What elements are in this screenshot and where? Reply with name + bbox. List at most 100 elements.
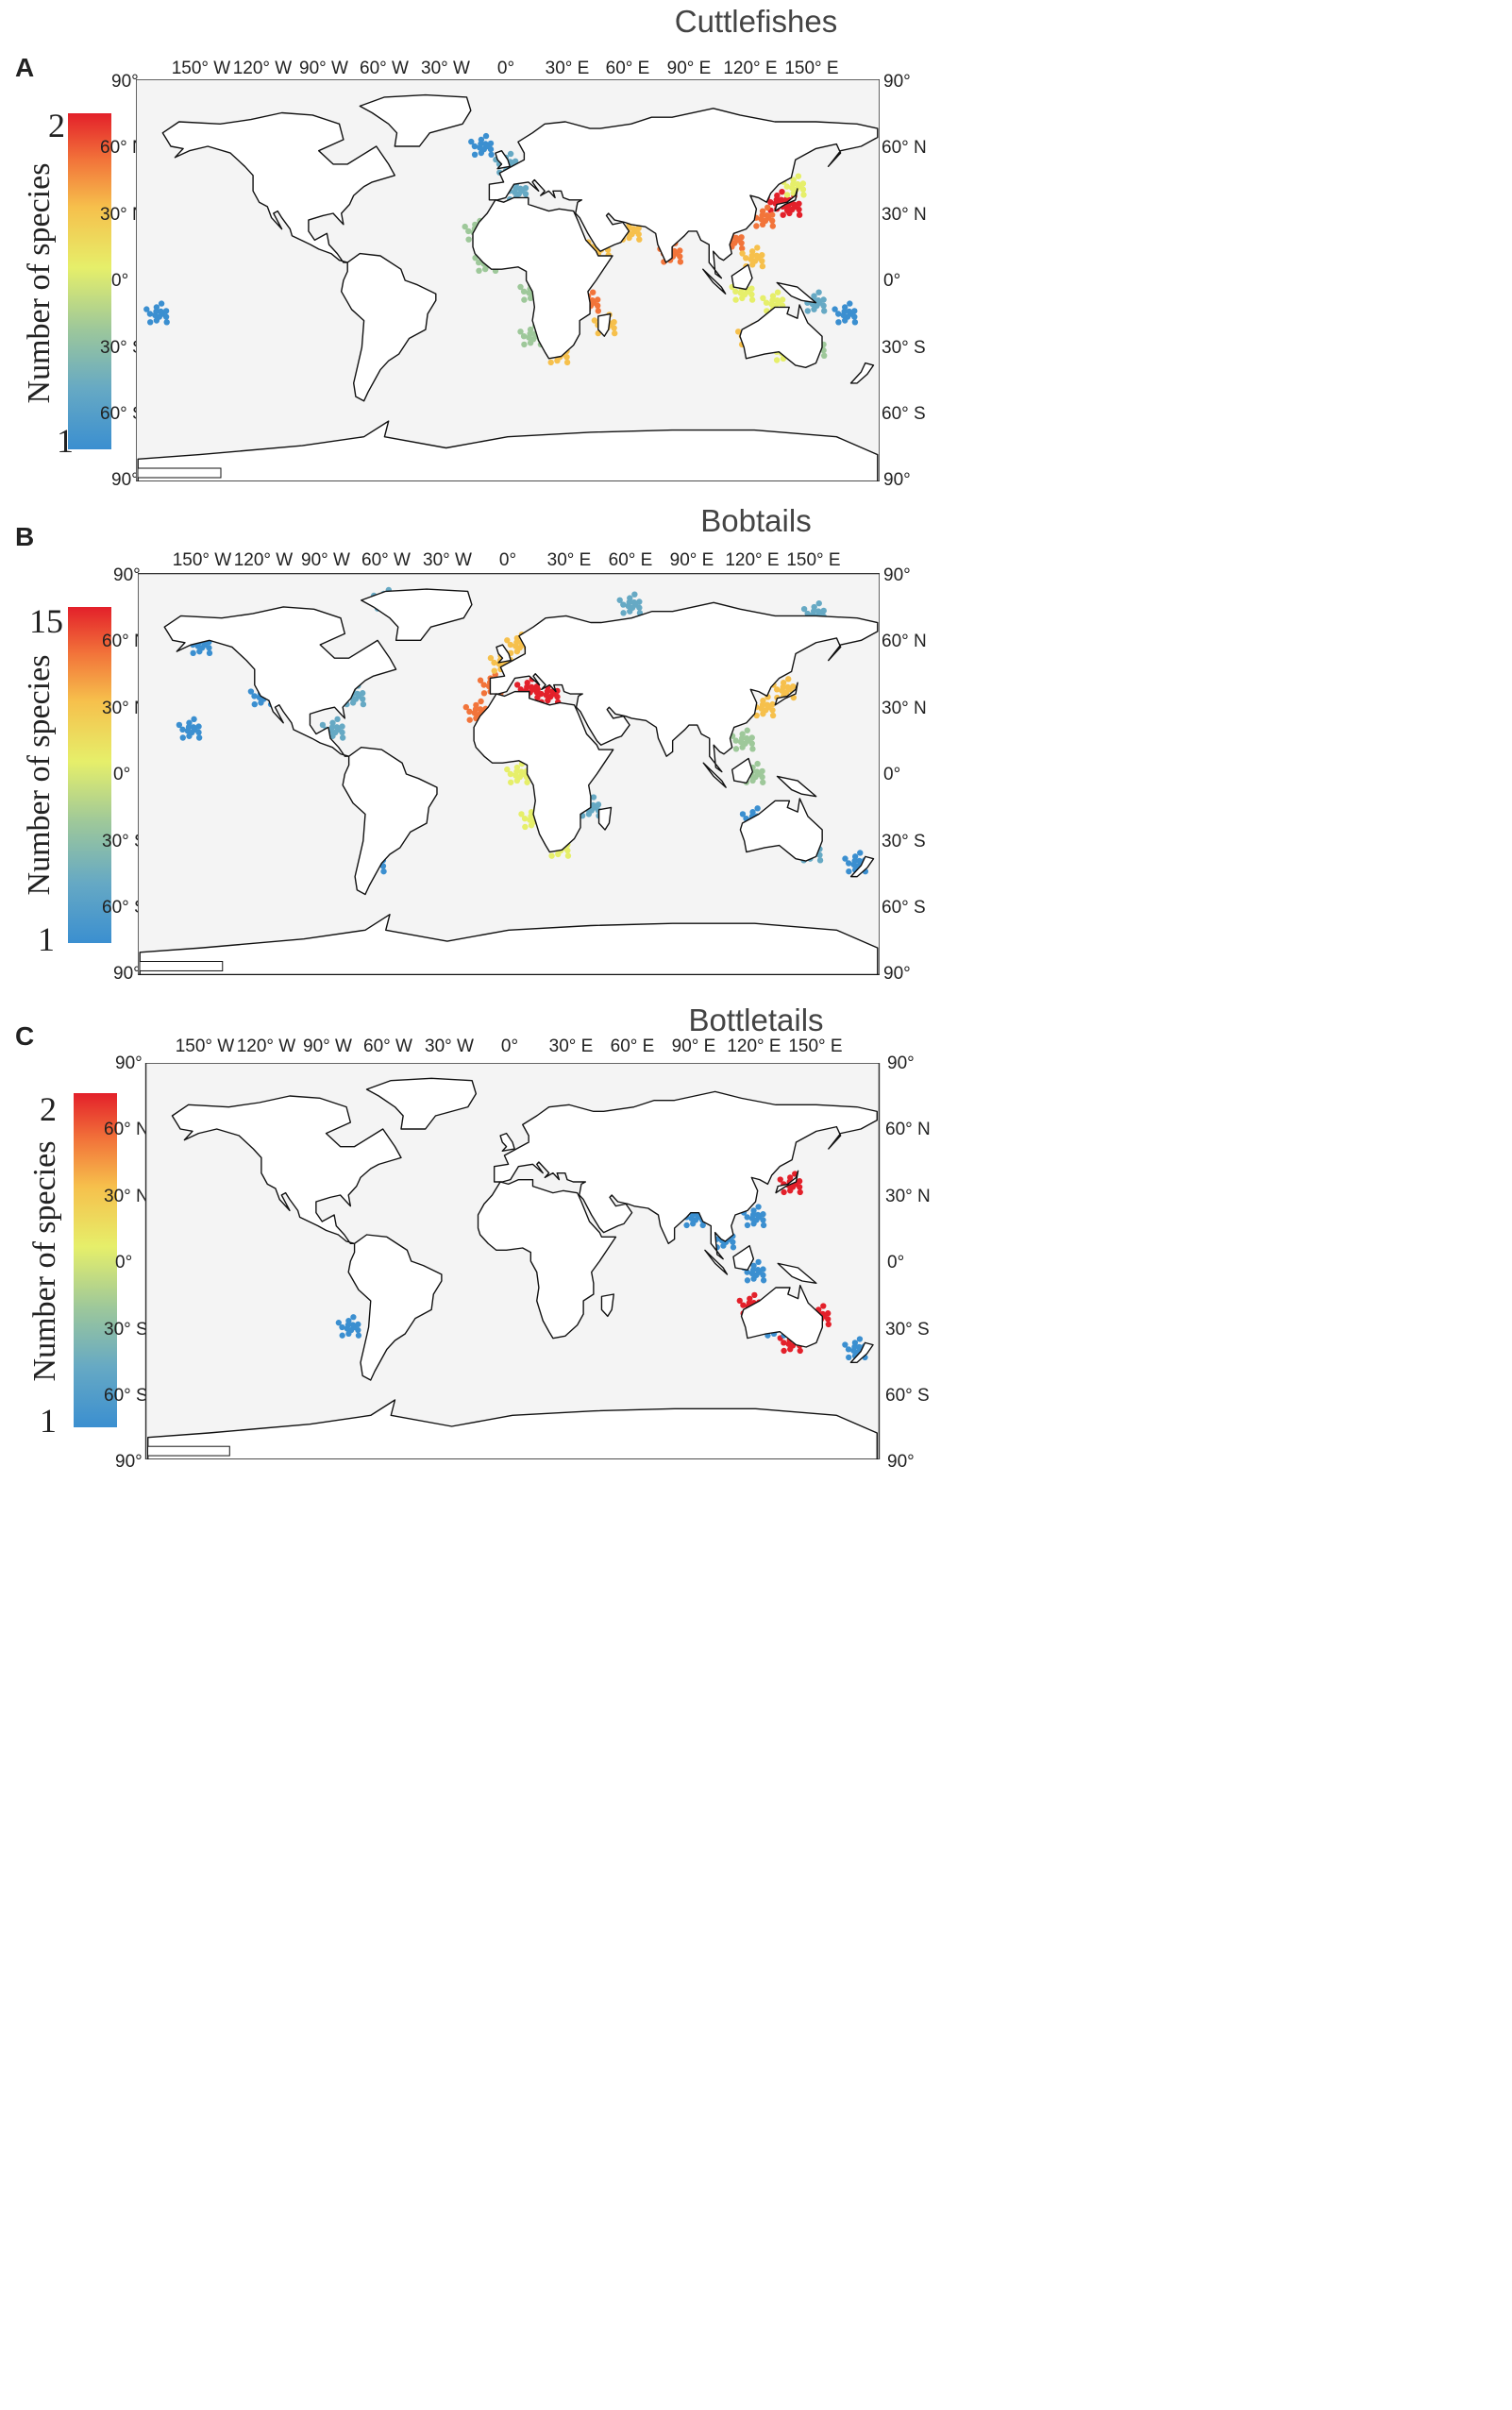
species-richness-dot <box>504 637 511 644</box>
species-richness-dot <box>482 132 490 140</box>
species-richness-dot <box>465 236 472 243</box>
species-richness-dot <box>466 708 473 716</box>
map-inset-box <box>137 467 222 479</box>
species-richness-dot <box>554 693 561 700</box>
species-richness-dot <box>821 352 828 359</box>
species-richness-dot <box>521 341 528 348</box>
species-richness-dot <box>191 716 197 723</box>
species-richness-dot <box>769 211 776 218</box>
species-richness-dot <box>749 746 756 752</box>
lon-tick: 30° E <box>548 1036 594 1056</box>
lon-tick: 150° E <box>786 550 841 570</box>
species-richness-dot <box>251 700 258 708</box>
species-richness-dot <box>753 252 760 259</box>
species-richness-dot <box>851 313 858 320</box>
species-richness-dot <box>247 688 255 695</box>
land-mass <box>360 588 473 642</box>
land-mass <box>473 690 614 853</box>
species-richness-dot <box>635 225 642 231</box>
species-richness-dot <box>465 228 472 235</box>
species-richness-dot <box>339 723 345 730</box>
land-mass <box>776 281 817 304</box>
species-richness-dot <box>504 766 511 773</box>
species-richness-dot <box>797 1188 803 1196</box>
lon-tick: 0° <box>496 59 515 78</box>
land-mass <box>849 1341 874 1364</box>
species-richness-dot <box>750 1262 757 1269</box>
land-mass <box>163 606 397 757</box>
lat-tick-left: 90° <box>115 1053 143 1073</box>
species-richness-dot <box>595 801 602 808</box>
species-richness-dot <box>626 234 632 242</box>
lon-tick: 30° E <box>545 59 590 78</box>
lat-tick-right: 30° N <box>885 1187 931 1206</box>
species-richness-dot <box>738 240 745 246</box>
species-richness-dot <box>825 1310 832 1317</box>
species-richness-dot <box>739 731 746 737</box>
species-richness-dot <box>760 1217 766 1223</box>
species-richness-dot <box>784 683 791 691</box>
species-richness-dot <box>760 1277 767 1284</box>
species-richness-dot <box>759 767 765 775</box>
species-richness-dot <box>764 701 771 708</box>
species-richness-dot <box>753 768 761 775</box>
species-richness-dot <box>732 234 740 242</box>
species-richness-dot <box>720 1242 727 1249</box>
species-richness-dot <box>690 1221 697 1227</box>
land-mass <box>600 1293 614 1318</box>
species-richness-dot <box>787 1188 794 1194</box>
species-richness-dot <box>820 1303 827 1309</box>
lat-tick-left: 30° S <box>102 832 146 851</box>
land-mass <box>774 188 798 212</box>
species-richness-dot <box>487 140 495 147</box>
panel-title: Bobtails <box>700 503 812 538</box>
species-richness-dot <box>783 192 791 198</box>
species-richness-dot <box>744 1214 750 1221</box>
species-richness-dot <box>773 686 781 693</box>
land-mass <box>774 682 798 706</box>
species-richness-dot <box>522 185 529 192</box>
species-richness-dot <box>478 698 484 705</box>
species-richness-dot <box>507 150 514 158</box>
species-richness-dot <box>748 291 755 298</box>
species-richness-dot <box>335 1320 342 1326</box>
species-richness-dot <box>790 683 797 690</box>
species-richness-dot <box>820 302 827 309</box>
species-richness-dot <box>769 707 776 714</box>
species-richness-dot <box>521 296 528 303</box>
legend-min-value: 1 <box>38 920 55 958</box>
species-richness-dot <box>743 255 749 261</box>
legend-min-value: 1 <box>57 422 74 460</box>
species-richness-dot <box>739 245 746 252</box>
species-richness-dot <box>517 686 524 693</box>
species-richness-dot <box>787 1346 794 1353</box>
species-richness-dot <box>790 177 797 183</box>
legend-min-value: 1 <box>40 1402 57 1440</box>
land-mass <box>489 601 879 773</box>
lon-tick: 120° W <box>236 1036 296 1056</box>
lat-tick-right: 60° N <box>882 138 927 158</box>
species-richness-dot <box>856 1336 864 1342</box>
lon-tick: 90° E <box>671 1036 716 1056</box>
species-richness-dot <box>545 697 551 704</box>
species-richness-dot <box>760 779 766 785</box>
lon-tick: 90° E <box>666 59 712 78</box>
lon-tick: 30° W <box>423 550 472 570</box>
species-richness-dot <box>797 1178 803 1185</box>
lon-tick: 60° W <box>361 550 411 570</box>
species-richness-dot <box>339 1332 345 1339</box>
species-richness-dot <box>468 138 475 145</box>
species-richness-dot <box>744 1277 751 1284</box>
species-richness-dot <box>815 599 822 607</box>
species-richness-dot <box>146 311 154 317</box>
species-richness-dot <box>779 189 785 195</box>
species-richness-dot <box>738 234 745 241</box>
map-inset-box <box>139 960 224 971</box>
map-panel: Bobtails B 15 1 Number of species 150° W… <box>0 499 1512 1303</box>
species-richness-dot <box>816 857 824 864</box>
species-richness-dot <box>206 649 213 657</box>
species-richness-dot <box>611 319 617 326</box>
species-richness-dot <box>491 659 497 666</box>
species-richness-dot <box>528 822 535 829</box>
species-richness-dot <box>190 724 197 731</box>
